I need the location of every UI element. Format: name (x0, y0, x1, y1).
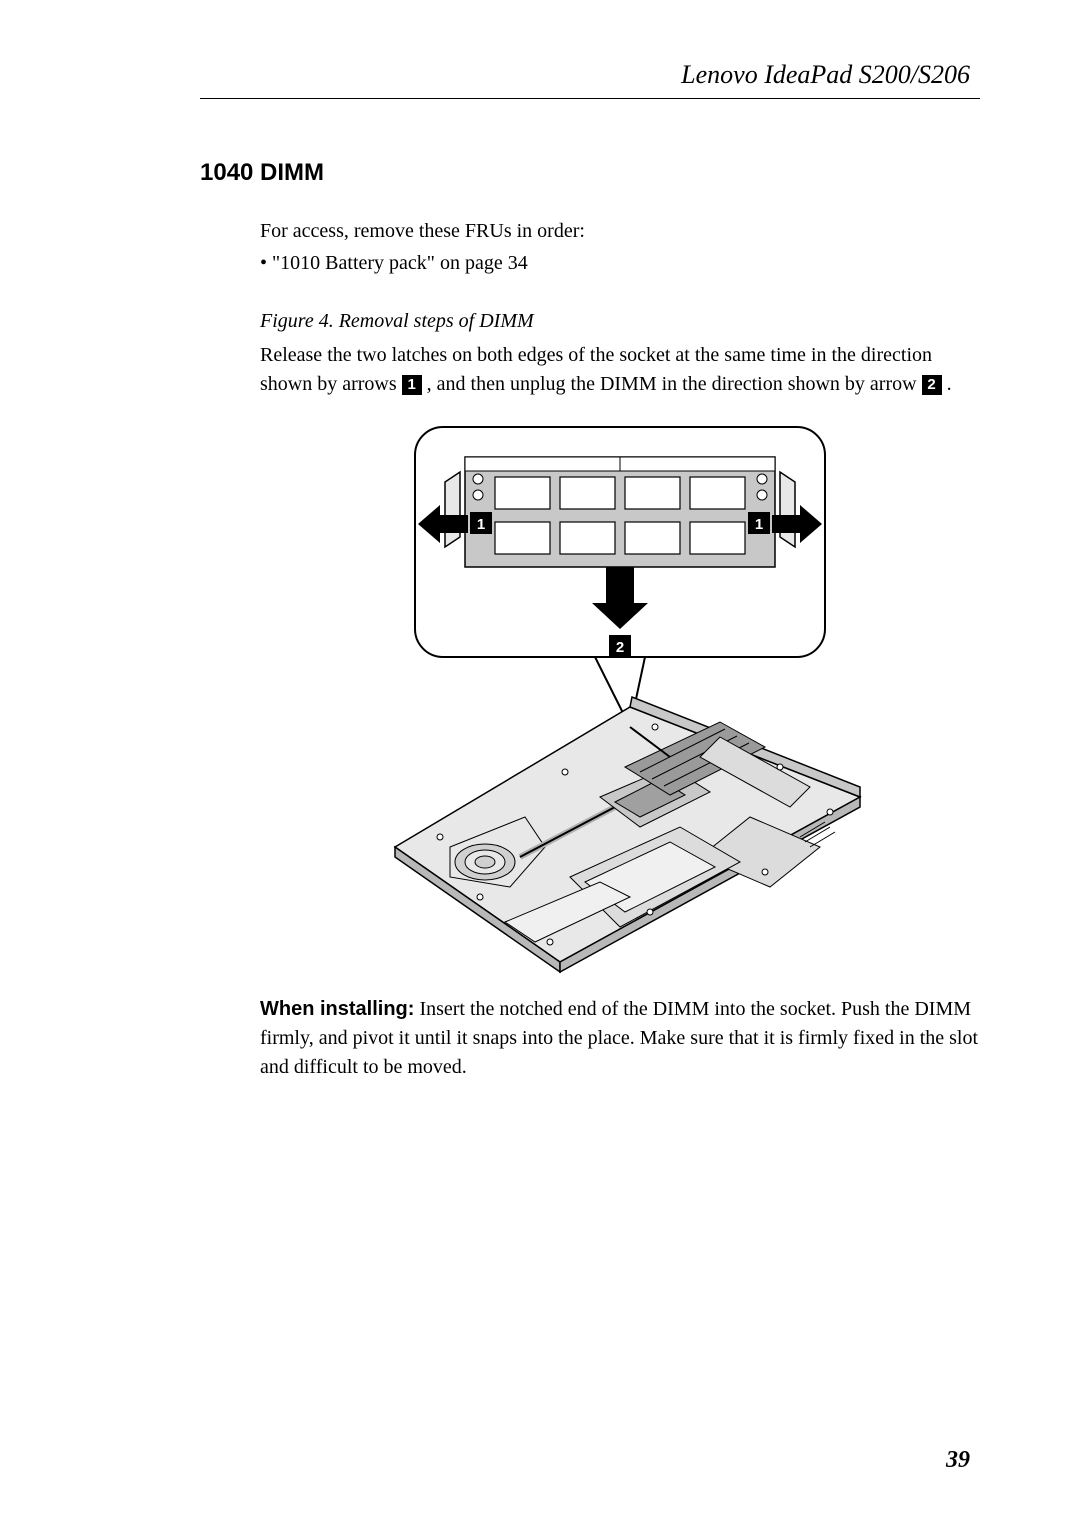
diagram-badge-1-right: 1 (755, 516, 763, 533)
figure-caption: Figure 4. Removal steps of DIMM (260, 307, 980, 335)
instruction-mid: , and then unplug the DIMM in the direct… (422, 373, 922, 395)
intro-text: For access, remove these FRUs in order: (260, 217, 980, 245)
install-note: When installing: Insert the notched end … (260, 995, 980, 1082)
header-rule (200, 98, 980, 99)
instruction-text: Release the two latches on both edges of… (260, 341, 980, 399)
section-heading: 1040 DIMM (200, 159, 980, 187)
step-badge-1: 1 (402, 375, 422, 395)
diagram-badge-2: 2 (616, 639, 624, 656)
page-number: 39 (946, 1447, 970, 1474)
bullet-item: • "1010 Battery pack" on page 34 (260, 249, 980, 277)
dimm-removal-diagram: 1 1 2 (370, 417, 870, 977)
page-header-title: Lenovo IdeaPad S200/S206 (200, 60, 980, 90)
diagram-container: 1 1 2 (260, 417, 980, 977)
step-badge-2: 2 (922, 375, 942, 395)
install-lead: When installing: (260, 998, 414, 1020)
instruction-post: . (942, 373, 952, 395)
diagram-badge-1-left: 1 (477, 516, 485, 533)
